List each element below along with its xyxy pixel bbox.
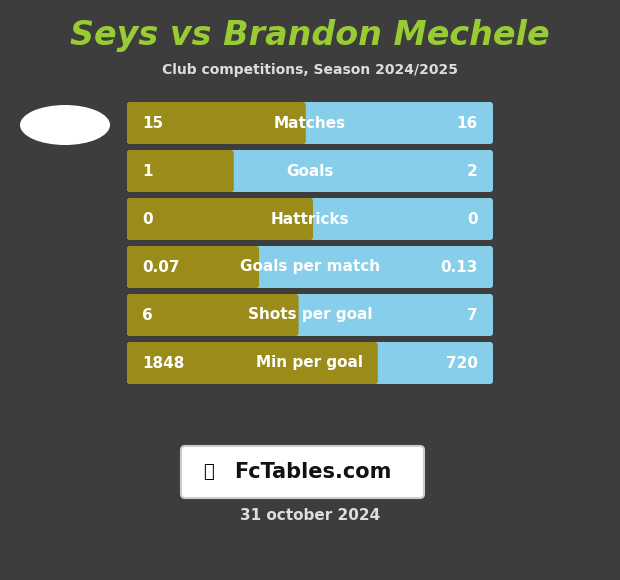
Text: 0.07: 0.07	[142, 259, 180, 274]
Bar	[369, 345, 377, 381]
Text: 16: 16	[457, 115, 478, 130]
Text: Goals per match: Goals per match	[240, 259, 380, 274]
Text: Club competitions, Season 2024/2025: Club competitions, Season 2024/2025	[162, 63, 458, 77]
FancyBboxPatch shape	[127, 150, 234, 192]
Text: 📊: 📊	[203, 463, 213, 481]
Bar	[225, 153, 232, 189]
FancyBboxPatch shape	[127, 246, 493, 288]
Bar	[297, 105, 305, 141]
Text: 0: 0	[142, 212, 153, 227]
FancyBboxPatch shape	[127, 198, 313, 240]
Ellipse shape	[20, 105, 110, 145]
Text: FcTables.com: FcTables.com	[234, 462, 391, 482]
Text: 31 october 2024: 31 october 2024	[240, 508, 380, 523]
Text: Shots per goal: Shots per goal	[248, 307, 372, 322]
Text: 2: 2	[467, 164, 478, 179]
FancyBboxPatch shape	[127, 102, 306, 144]
Text: Hattricks: Hattricks	[271, 212, 349, 227]
Text: 1: 1	[142, 164, 153, 179]
FancyBboxPatch shape	[127, 102, 493, 144]
Bar	[304, 201, 312, 237]
Text: 7: 7	[467, 307, 478, 322]
Bar	[250, 249, 258, 285]
Text: 0: 0	[467, 212, 478, 227]
FancyBboxPatch shape	[127, 294, 493, 336]
Text: 6: 6	[142, 307, 153, 322]
Text: 15: 15	[142, 115, 163, 130]
Text: 1848: 1848	[142, 356, 184, 371]
Text: 0.13: 0.13	[441, 259, 478, 274]
FancyBboxPatch shape	[127, 294, 299, 336]
FancyBboxPatch shape	[127, 198, 493, 240]
Text: 720: 720	[446, 356, 478, 371]
Text: Matches: Matches	[274, 115, 346, 130]
FancyBboxPatch shape	[127, 342, 378, 384]
Bar	[290, 297, 298, 333]
Text: Goals: Goals	[286, 164, 334, 179]
FancyBboxPatch shape	[127, 150, 493, 192]
FancyBboxPatch shape	[127, 342, 493, 384]
Text: Min per goal: Min per goal	[257, 356, 363, 371]
FancyBboxPatch shape	[181, 446, 424, 498]
FancyBboxPatch shape	[127, 246, 259, 288]
Text: Seys vs Brandon Mechele: Seys vs Brandon Mechele	[70, 19, 550, 52]
